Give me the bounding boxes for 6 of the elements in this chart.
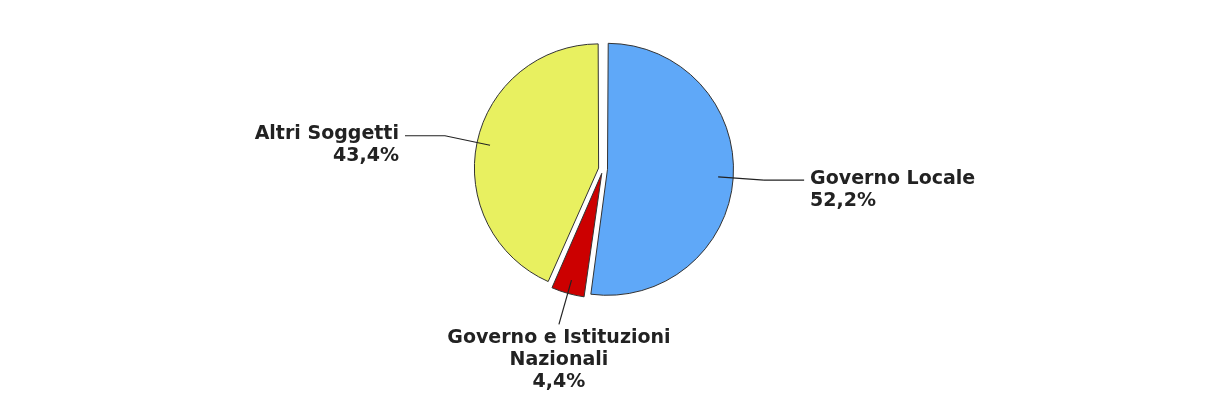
data-label: 52,2% bbox=[810, 187, 877, 210]
data-label: 43,4% bbox=[333, 143, 399, 166]
slice-label: Governo Locale bbox=[810, 165, 976, 188]
slice-label: Altri Soggetti bbox=[254, 121, 399, 144]
data-label: 4,4% bbox=[532, 368, 586, 391]
slice-label: Governo e Istituzioni Nazionali bbox=[447, 324, 671, 369]
